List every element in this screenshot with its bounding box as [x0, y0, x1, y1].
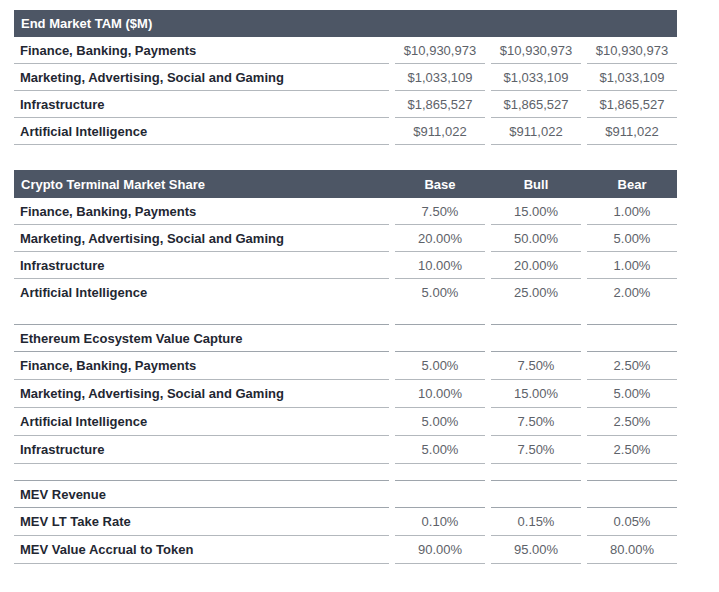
row-label: Artificial Intelligence	[14, 408, 389, 436]
cell-bull: 95.00%	[491, 536, 581, 564]
cell-base: 0.10%	[395, 508, 485, 536]
cell-bear: 0.05%	[587, 508, 677, 536]
table-row: Marketing, Advertising, Social and Gamin…	[14, 64, 677, 91]
cell-bear: $10,930,973	[587, 37, 677, 64]
cell-bull: $1,033,109	[491, 64, 581, 91]
cell-bull: 15.00%	[491, 380, 581, 408]
cell-bull: 7.50%	[491, 436, 581, 464]
cell-bear: 80.00%	[587, 536, 677, 564]
cell-bull: 0.15%	[491, 508, 581, 536]
table-row: Infrastructure 5.00% 7.50% 2.50%	[14, 436, 677, 464]
cell-base: $911,022	[395, 118, 485, 145]
cell-bull: 50.00%	[491, 225, 581, 252]
section-title: Ethereum Ecosystem Value Capture	[14, 324, 389, 352]
cell-bull: $911,022	[491, 118, 581, 145]
cell-base: $10,930,973	[395, 37, 485, 64]
cell-bull: 15.00%	[491, 198, 581, 225]
cell-base: 5.00%	[395, 352, 485, 380]
cell-bull: 25.00%	[491, 279, 581, 306]
cell-base: 5.00%	[395, 279, 485, 306]
row-label: MEV LT Take Rate	[14, 508, 389, 536]
row-label: MEV Value Accrual to Token	[14, 536, 389, 564]
cell-bear: 1.00%	[587, 252, 677, 279]
table-row: MEV Value Accrual to Token 90.00% 95.00%…	[14, 536, 677, 564]
section-header-row: Ethereum Ecosystem Value Capture	[14, 324, 677, 352]
cell-base: 10.00%	[395, 252, 485, 279]
row-label: Finance, Banking, Payments	[14, 37, 389, 64]
cell-bear: 2.50%	[587, 408, 677, 436]
section-mev-revenue: MEV Revenue MEV LT Take Rate 0.10% 0.15%…	[14, 480, 677, 564]
row-label: Marketing, Advertising, Social and Gamin…	[14, 225, 389, 252]
section-title: Crypto Terminal Market Share	[14, 177, 389, 192]
cell-bull: 7.50%	[491, 408, 581, 436]
cell-base: 5.00%	[395, 408, 485, 436]
valuation-assumptions-sheet: End Market TAM ($M) Finance, Banking, Pa…	[0, 0, 677, 564]
cell-bear: 2.00%	[587, 279, 677, 306]
column-header-bear: Bear	[587, 177, 677, 192]
row-label: Infrastructure	[14, 436, 389, 464]
column-header-base	[395, 324, 485, 352]
table-row: Marketing, Advertising, Social and Gamin…	[14, 380, 677, 408]
table-row: Finance, Banking, Payments 5.00% 7.50% 2…	[14, 352, 677, 380]
cell-bear: 1.00%	[587, 198, 677, 225]
section-header-band: Crypto Terminal Market Share Base Bull B…	[14, 170, 677, 198]
table-row: Artificial Intelligence $911,022 $911,02…	[14, 118, 677, 145]
section-title: MEV Revenue	[14, 480, 389, 508]
cell-base: 10.00%	[395, 380, 485, 408]
section-crypto-terminal-market-share: Crypto Terminal Market Share Base Bull B…	[14, 170, 677, 306]
row-label: Infrastructure	[14, 252, 389, 279]
row-label: Finance, Banking, Payments	[14, 352, 389, 380]
section-header-band: End Market TAM ($M)	[14, 10, 677, 37]
cell-bull: 7.50%	[491, 352, 581, 380]
table-row: Artificial Intelligence 5.00% 25.00% 2.0…	[14, 279, 677, 306]
row-label: Infrastructure	[14, 91, 389, 118]
row-label: Finance, Banking, Payments	[14, 198, 389, 225]
cell-base: 5.00%	[395, 436, 485, 464]
table-row: MEV LT Take Rate 0.10% 0.15% 0.05%	[14, 508, 677, 536]
section-end-market-tam: End Market TAM ($M) Finance, Banking, Pa…	[14, 10, 677, 145]
table-row: Finance, Banking, Payments $10,930,973 $…	[14, 37, 677, 64]
table-row: Infrastructure 10.00% 20.00% 1.00%	[14, 252, 677, 279]
cell-bull: $10,930,973	[491, 37, 581, 64]
column-header-bull	[491, 324, 581, 352]
cell-base: $1,865,527	[395, 91, 485, 118]
cell-base: 7.50%	[395, 198, 485, 225]
column-header-bear	[587, 480, 677, 508]
cell-bear: $1,865,527	[587, 91, 677, 118]
row-label: Marketing, Advertising, Social and Gamin…	[14, 64, 389, 91]
cell-bear: 5.00%	[587, 380, 677, 408]
column-header-bull: Bull	[491, 177, 581, 192]
table-row: Finance, Banking, Payments 7.50% 15.00% …	[14, 198, 677, 225]
row-label: Artificial Intelligence	[14, 279, 389, 306]
row-label: Artificial Intelligence	[14, 118, 389, 145]
column-header-bear	[587, 324, 677, 352]
cell-bear: 2.50%	[587, 436, 677, 464]
section-header-row: MEV Revenue	[14, 480, 677, 508]
cell-bear: 2.50%	[587, 352, 677, 380]
cell-base: 90.00%	[395, 536, 485, 564]
column-header-base	[395, 480, 485, 508]
cell-bear: $1,033,109	[587, 64, 677, 91]
cell-base: 20.00%	[395, 225, 485, 252]
table-row: Marketing, Advertising, Social and Gamin…	[14, 225, 677, 252]
column-header-base: Base	[395, 177, 485, 192]
cell-bear: $911,022	[587, 118, 677, 145]
cell-bear: 5.00%	[587, 225, 677, 252]
section-ethereum-ecosystem-value-capture: Ethereum Ecosystem Value Capture Finance…	[14, 324, 677, 464]
section-title: End Market TAM ($M)	[14, 16, 389, 31]
cell-base: $1,033,109	[395, 64, 485, 91]
column-header-bull	[491, 480, 581, 508]
cell-bull: $1,865,527	[491, 91, 581, 118]
table-row: Infrastructure $1,865,527 $1,865,527 $1,…	[14, 91, 677, 118]
cell-bull: 20.00%	[491, 252, 581, 279]
row-label: Marketing, Advertising, Social and Gamin…	[14, 380, 389, 408]
table-row: Artificial Intelligence 5.00% 7.50% 2.50…	[14, 408, 677, 436]
